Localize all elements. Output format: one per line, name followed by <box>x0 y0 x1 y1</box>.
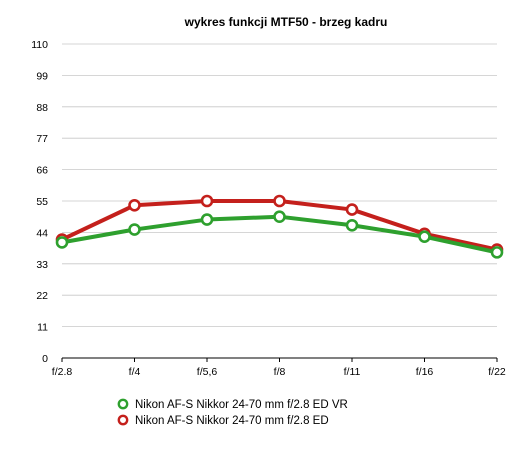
series-2 <box>55 194 504 256</box>
x-tick-label: f/16 <box>416 366 434 378</box>
data-point <box>55 236 69 249</box>
y-tick-label: 55 <box>36 196 48 208</box>
y-tick-label: 11 <box>37 322 48 334</box>
series-1 <box>55 210 504 259</box>
y-tick-label: 0 <box>42 353 48 365</box>
x-axis-tick-labels: f/2.8 f/4 f/5,6 f/8 f/11 f/16 f/22 <box>52 358 506 378</box>
legend-item: Nikon AF-S Nikkor 24-70 mm f/2.8 ED VR <box>117 398 348 411</box>
data-point <box>273 194 286 208</box>
data-point <box>200 194 214 208</box>
x-tick-label: f/5,6 <box>197 366 218 378</box>
x-tick-label: f/4 <box>129 366 141 378</box>
data-point <box>128 223 141 236</box>
y-axis-tick-labels: 0 11 22 33 44 55 66 77 88 99 110 <box>31 39 48 365</box>
x-tick-label: f/8 <box>274 366 286 378</box>
data-point <box>418 230 431 243</box>
legend-item: Nikon AF-S Nikkor 24-70 mm f/2.8 ED <box>117 414 329 427</box>
data-point <box>490 246 504 259</box>
legend-marker <box>117 414 129 426</box>
y-tick-label: 22 <box>36 290 48 302</box>
data-point <box>273 210 286 223</box>
data-point <box>128 198 141 212</box>
legend-label: Nikon AF-S Nikkor 24-70 mm f/2.8 ED VR <box>135 399 348 411</box>
data-point <box>345 203 359 216</box>
data-point <box>200 213 214 226</box>
chart-title: wykres funkcji MTF50 - brzeg kadru <box>184 15 388 29</box>
x-tick-label: f/22 <box>488 366 506 378</box>
legend-marker <box>117 398 129 410</box>
y-tick-label: 77 <box>36 133 48 145</box>
y-tick-label: 110 <box>31 39 48 51</box>
y-tick-label: 99 <box>36 70 48 82</box>
series-line <box>60 199 499 252</box>
legend-label: Nikon AF-S Nikkor 24-70 mm f/2.8 ED <box>135 415 329 427</box>
series-lines <box>55 194 504 259</box>
x-tick-label: f/11 <box>344 366 361 378</box>
x-tick-label: f/2.8 <box>52 366 73 378</box>
y-tick-label: 33 <box>36 259 48 271</box>
legend: Nikon AF-S Nikkor 24-70 mm f/2.8 ED VR Ni… <box>117 398 348 427</box>
y-tick-label: 44 <box>36 227 48 239</box>
y-tick-label: 66 <box>36 165 48 177</box>
y-tick-label: 88 <box>36 102 48 114</box>
data-point <box>345 218 359 232</box>
